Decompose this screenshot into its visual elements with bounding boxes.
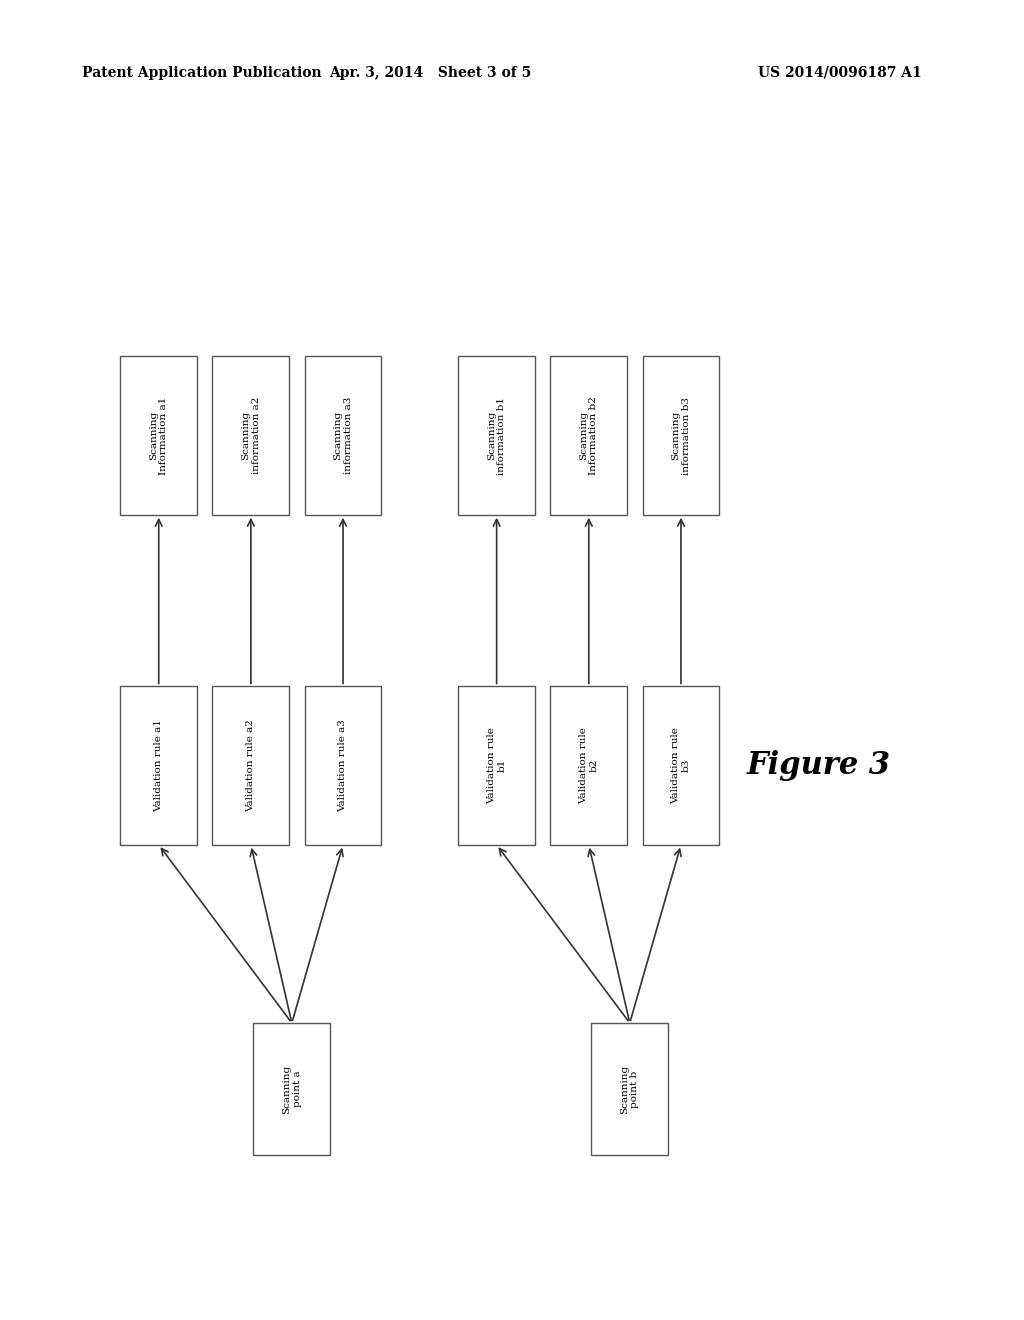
- FancyBboxPatch shape: [551, 356, 627, 515]
- Text: Scanning
Information b2: Scanning Information b2: [580, 396, 598, 475]
- FancyBboxPatch shape: [253, 1023, 330, 1155]
- FancyBboxPatch shape: [643, 686, 719, 845]
- Text: Scanning
Information a1: Scanning Information a1: [150, 396, 168, 475]
- FancyBboxPatch shape: [213, 356, 289, 515]
- FancyBboxPatch shape: [305, 686, 382, 845]
- Text: Validation rule
b3: Validation rule b3: [672, 727, 690, 804]
- FancyBboxPatch shape: [121, 686, 197, 845]
- Text: Scanning
information b1: Scanning information b1: [487, 396, 506, 475]
- Text: Apr. 3, 2014   Sheet 3 of 5: Apr. 3, 2014 Sheet 3 of 5: [329, 66, 531, 79]
- FancyBboxPatch shape: [551, 686, 627, 845]
- Text: Validation rule
b1: Validation rule b1: [487, 727, 506, 804]
- Text: Patent Application Publication: Patent Application Publication: [82, 66, 322, 79]
- Text: Validation rule a1: Validation rule a1: [155, 719, 163, 812]
- Text: US 2014/0096187 A1: US 2014/0096187 A1: [758, 66, 922, 79]
- Text: Scanning
point b: Scanning point b: [621, 1064, 639, 1114]
- Text: Scanning
information b3: Scanning information b3: [672, 396, 690, 475]
- FancyBboxPatch shape: [459, 686, 535, 845]
- FancyBboxPatch shape: [643, 356, 719, 515]
- Text: Validation rule
b2: Validation rule b2: [580, 727, 598, 804]
- FancyBboxPatch shape: [213, 686, 289, 845]
- Text: Validation rule a3: Validation rule a3: [339, 719, 347, 812]
- FancyBboxPatch shape: [305, 356, 382, 515]
- Text: Validation rule a2: Validation rule a2: [247, 719, 255, 812]
- Text: Figure 3: Figure 3: [748, 750, 891, 781]
- FancyBboxPatch shape: [592, 1023, 668, 1155]
- Text: Scanning
information a2: Scanning information a2: [242, 397, 260, 474]
- FancyBboxPatch shape: [121, 356, 197, 515]
- FancyBboxPatch shape: [459, 356, 535, 515]
- Text: Scanning
information a3: Scanning information a3: [334, 397, 352, 474]
- Text: Scanning
point a: Scanning point a: [283, 1064, 301, 1114]
